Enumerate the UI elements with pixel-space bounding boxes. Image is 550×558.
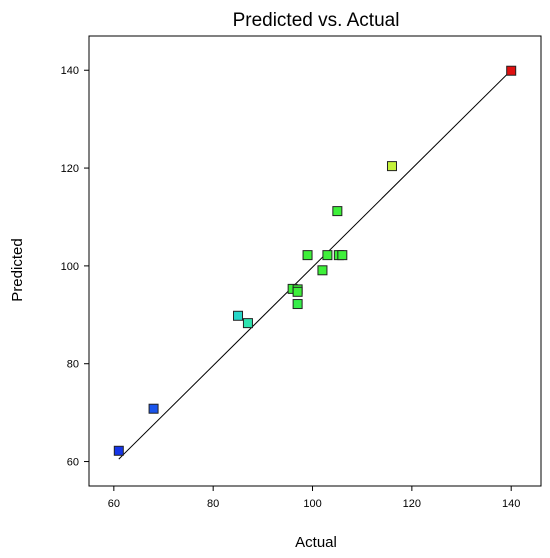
x-axis-ticks: 60 80 100 120 140 <box>108 486 520 510</box>
y-axis-ticks: 60 80 100 120 140 <box>61 65 89 469</box>
data-point <box>233 310 244 321</box>
plot-area <box>88 35 542 487</box>
x-tick-label: 60 <box>108 498 120 510</box>
data-point <box>292 299 303 310</box>
x-tick-label: 140 <box>502 498 520 510</box>
data-point <box>242 318 253 329</box>
y-tick-label: 60 <box>67 457 79 469</box>
data-point <box>113 445 124 456</box>
y-tick-label: 100 <box>61 261 79 273</box>
x-tick-label: 120 <box>403 498 421 510</box>
x-axis-label: Actual <box>295 534 337 551</box>
data-point <box>506 65 517 76</box>
data-point <box>302 250 313 261</box>
y-tick-label: 120 <box>61 163 79 175</box>
x-tick-label: 80 <box>207 498 219 510</box>
data-point <box>337 250 348 261</box>
y-tick-label: 80 <box>67 359 79 371</box>
reference-line <box>118 69 512 460</box>
data-point <box>386 161 397 172</box>
data-point <box>292 286 303 297</box>
y-tick-label: 140 <box>61 65 79 77</box>
x-tick-label: 100 <box>303 498 321 510</box>
data-point <box>332 206 343 217</box>
data-point <box>322 250 333 261</box>
chart-title: Predicted vs. Actual <box>233 10 400 31</box>
data-point <box>317 265 328 276</box>
data-points <box>113 65 517 456</box>
data-point <box>148 403 159 414</box>
y-axis-label: Predicted <box>9 238 26 301</box>
